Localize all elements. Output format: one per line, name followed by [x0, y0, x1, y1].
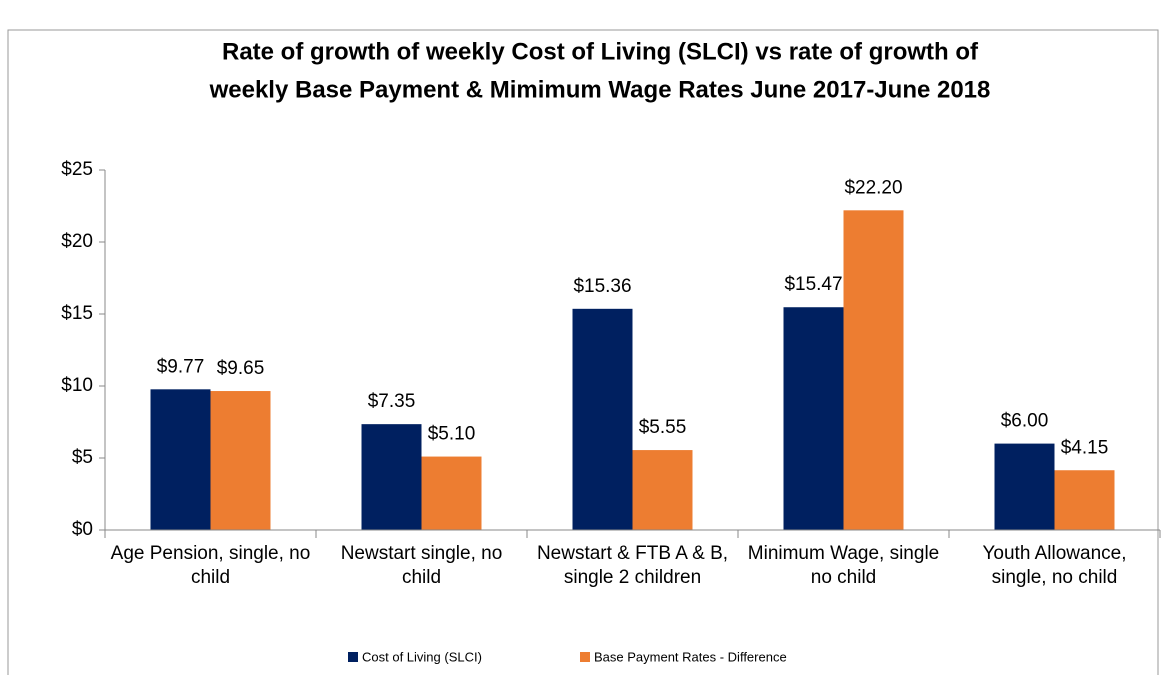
bar	[1054, 470, 1115, 530]
bar	[210, 391, 271, 530]
data-label: $9.77	[157, 356, 205, 377]
data-label: $4.15	[1061, 437, 1109, 458]
bar	[150, 389, 211, 530]
data-label: $6.00	[1001, 411, 1049, 432]
y-tick-label: $0	[72, 519, 93, 540]
y-tick-label: $15	[61, 303, 93, 324]
data-label: $9.65	[217, 358, 265, 379]
legend-label: Cost of Living (SLCI)	[362, 649, 482, 664]
bar	[843, 210, 904, 530]
data-label: $15.36	[573, 276, 631, 297]
y-tick-label: $10	[61, 375, 93, 396]
bar	[632, 450, 693, 530]
x-tick-label: Minimum Wage, single no child	[747, 543, 940, 588]
chart-title: Rate of growth of weekly Cost of Living …	[222, 38, 979, 65]
data-label: $7.35	[368, 391, 416, 412]
x-tick-label: Newstart & FTB A & B, single 2 children	[536, 543, 729, 588]
data-label: $5.10	[428, 424, 476, 445]
bar	[994, 443, 1055, 530]
data-label: $5.55	[639, 417, 687, 438]
data-label: $15.47	[784, 274, 842, 295]
bar	[361, 424, 422, 530]
y-tick-label: $20	[61, 231, 93, 252]
y-tick-label: $25	[61, 159, 93, 180]
legend-label: Base Payment Rates - Difference	[594, 649, 787, 664]
bar	[421, 456, 482, 530]
legend-swatch	[580, 652, 590, 662]
y-tick-label: $5	[72, 447, 93, 468]
bar	[783, 307, 844, 530]
data-label: $22.20	[844, 177, 902, 198]
bar	[572, 308, 633, 530]
legend-swatch	[348, 652, 358, 662]
x-tick-label: Age Pension, single, no child	[110, 543, 311, 588]
x-tick-label: Newstart single, no child	[340, 543, 503, 588]
chart-title: weekly Base Payment & Mimimum Wage Rates…	[209, 76, 991, 103]
x-tick-label: Youth Allowance, single, no child	[982, 543, 1127, 588]
